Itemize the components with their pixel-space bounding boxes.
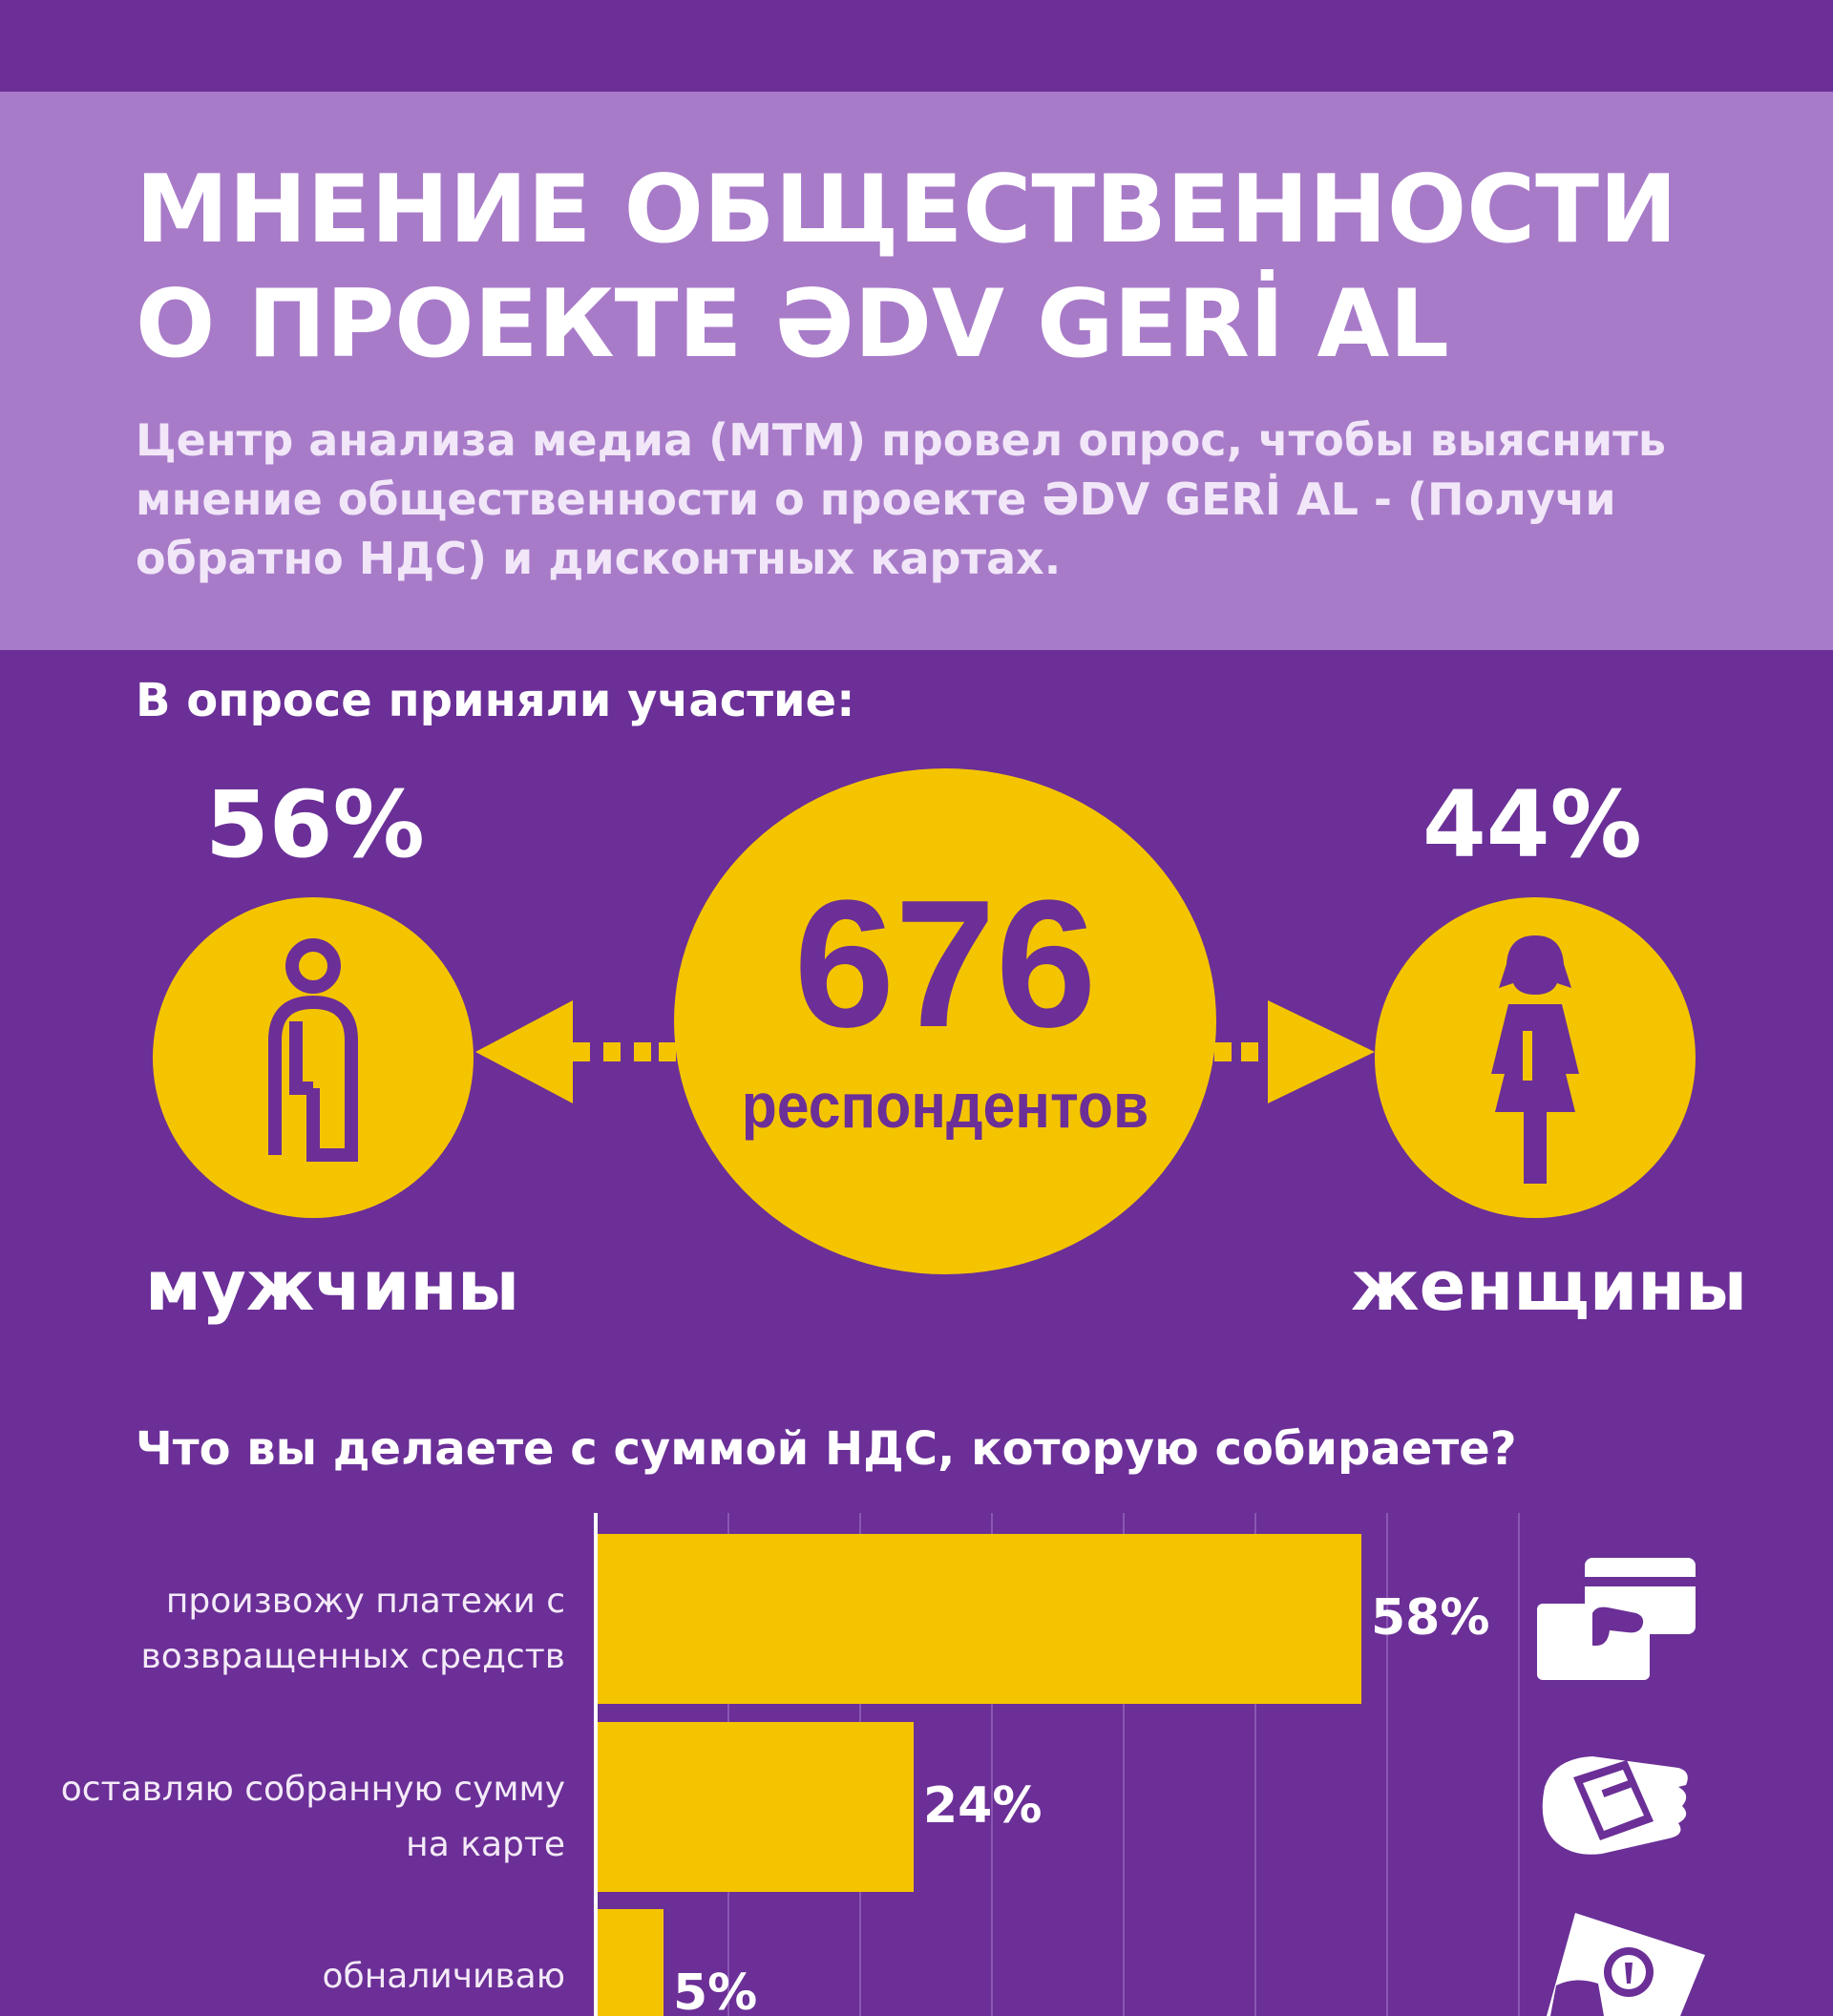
bar-value-label: 58% — [1371, 1589, 1490, 1647]
category-label: обналичиваю — [322, 1957, 565, 1996]
intro-text: Центр анализа медиа (MTM) провел опрос, … — [136, 414, 1666, 584]
respondents-circle: 676 респондентов — [674, 768, 1216, 1274]
category-label: оставляю собранную сумму на карте — [60, 1770, 565, 1864]
header-panel — [0, 92, 1833, 650]
y-axis-line — [594, 1513, 598, 2016]
bar-value-label: 24% — [923, 1777, 1043, 1835]
top-band — [0, 0, 1833, 92]
bar — [598, 1722, 914, 1892]
women-circle — [1375, 897, 1696, 1218]
women-percent: 44% — [1422, 771, 1642, 878]
bar-value-label: 5% — [673, 1964, 758, 2016]
cash-withdraw-icon — [1547, 1913, 1705, 2016]
hand-card-payment-icon — [1537, 1558, 1696, 1680]
question-heading: Что вы делаете с суммой НДС, которую соб… — [136, 1422, 1517, 1476]
men-circle — [153, 897, 474, 1218]
bar — [598, 1909, 664, 2016]
gridline — [1123, 1513, 1125, 2016]
title-line-2: О ПРОЕКТЕ ƏDV GERİ AL — [136, 270, 1449, 379]
respondents-total: 676 — [793, 863, 1097, 1065]
hands-card-icon — [1542, 1756, 1688, 1855]
man-icon — [268, 938, 358, 1162]
woman-icon — [1491, 935, 1579, 1184]
gridline — [991, 1513, 993, 2016]
participants-heading: В опросе приняли участие: — [136, 674, 855, 727]
gridline — [1254, 1513, 1256, 2016]
category-label: произвожу платежи с возвращенных средств — [140, 1582, 565, 1676]
bar — [598, 1534, 1361, 1704]
men-label: мужчины — [145, 1246, 520, 1326]
gridline — [1518, 1513, 1520, 2016]
gridline — [1386, 1513, 1388, 2016]
men-percent: 56% — [205, 771, 425, 878]
page-title: МНЕНИЕ ОБЩЕСТВЕННОСТИ О ПРОЕКТЕ ƏDV GERİ… — [136, 153, 1759, 382]
women-label: женщины — [1351, 1246, 1748, 1326]
title-line-1: МНЕНИЕ ОБЩЕСТВЕННОСТИ — [136, 156, 1677, 264]
respondents-label: респондентов — [741, 1070, 1149, 1141]
